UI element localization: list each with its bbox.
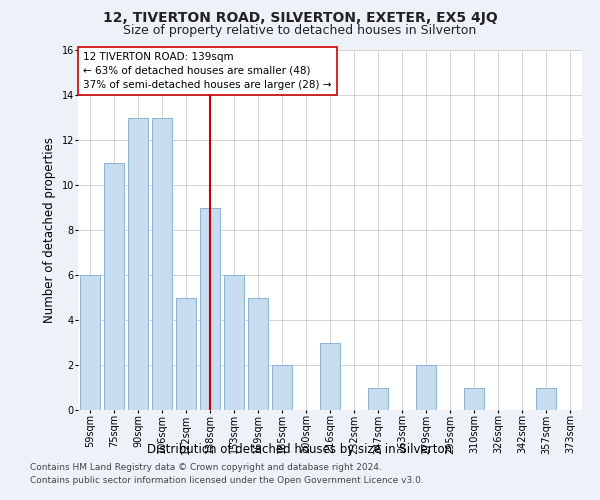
Bar — [224, 275, 244, 410]
Bar — [80, 275, 100, 410]
Bar — [128, 118, 148, 410]
Text: Contains public sector information licensed under the Open Government Licence v3: Contains public sector information licen… — [30, 476, 424, 485]
Text: 12 TIVERTON ROAD: 139sqm
← 63% of detached houses are smaller (48)
37% of semi-d: 12 TIVERTON ROAD: 139sqm ← 63% of detach… — [83, 52, 332, 90]
Bar — [536, 388, 556, 410]
Bar — [416, 365, 436, 410]
Bar — [200, 208, 220, 410]
Bar — [248, 298, 268, 410]
Text: Distribution of detached houses by size in Silverton: Distribution of detached houses by size … — [148, 442, 452, 456]
Bar — [464, 388, 484, 410]
Bar — [152, 118, 172, 410]
Bar — [104, 162, 124, 410]
Bar — [176, 298, 196, 410]
Bar — [368, 388, 388, 410]
Text: Size of property relative to detached houses in Silverton: Size of property relative to detached ho… — [124, 24, 476, 37]
Text: Contains HM Land Registry data © Crown copyright and database right 2024.: Contains HM Land Registry data © Crown c… — [30, 464, 382, 472]
Text: 12, TIVERTON ROAD, SILVERTON, EXETER, EX5 4JQ: 12, TIVERTON ROAD, SILVERTON, EXETER, EX… — [103, 11, 497, 25]
Y-axis label: Number of detached properties: Number of detached properties — [43, 137, 56, 323]
Bar — [272, 365, 292, 410]
Bar — [320, 342, 340, 410]
